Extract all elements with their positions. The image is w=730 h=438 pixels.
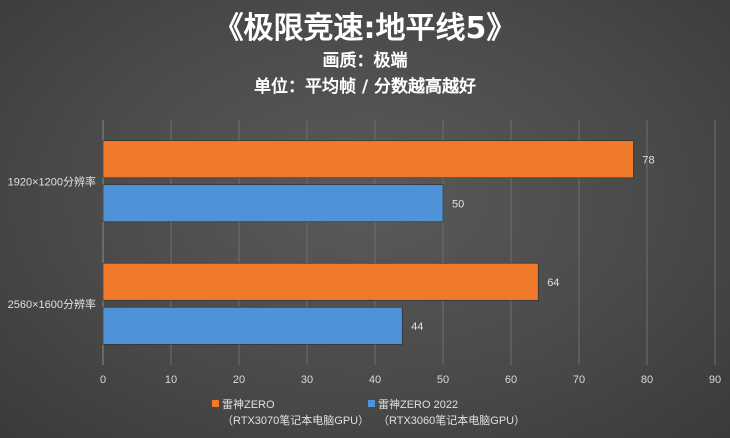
chart-title: 《极限竞速:地平线5》 xyxy=(214,11,517,46)
bar-series2 xyxy=(102,306,403,345)
x-tick-label: 60 xyxy=(505,374,517,386)
x-tick-label: 30 xyxy=(301,374,313,386)
x-tick-label: 20 xyxy=(233,374,245,386)
legend-label: 雷神ZERO xyxy=(222,397,275,411)
bars xyxy=(102,140,634,345)
x-tick-label: 50 xyxy=(437,374,449,386)
data-label: 78 xyxy=(642,154,654,166)
x-tick-label: 10 xyxy=(165,374,177,386)
data-label: 44 xyxy=(411,321,423,333)
data-label: 64 xyxy=(547,277,559,289)
bar-series2 xyxy=(102,184,444,223)
legend-swatch xyxy=(212,400,219,407)
data-label: 50 xyxy=(452,198,464,210)
bar-series1 xyxy=(102,140,634,179)
legend-swatch xyxy=(368,400,375,407)
legend-label-sub: （RTX3060笔记本电脑GPU） xyxy=(378,413,525,427)
x-tick-label: 90 xyxy=(709,374,721,386)
chart-subtitle-unit: 单位：平均帧 / 分数越高越好 xyxy=(254,76,476,97)
x-tick-label: 70 xyxy=(573,374,585,386)
x-tick-label: 40 xyxy=(369,374,381,386)
data-labels: 78 50 64 44 xyxy=(411,154,654,333)
x-tick-label: 80 xyxy=(641,374,653,386)
legend-label-sub: （RTX3070笔记本电脑GPU） xyxy=(222,413,369,427)
category-label: 2560×1600分辨率 xyxy=(8,297,96,311)
x-tick-label: 0 xyxy=(100,374,106,386)
bar-series1 xyxy=(102,262,539,301)
category-label: 1920×1200分辨率 xyxy=(8,174,96,188)
chart-subtitle-quality: 画质：极端 xyxy=(323,50,408,71)
legend-label: 雷神ZERO 2022 xyxy=(378,397,458,411)
legend: 雷神ZERO （RTX3070笔记本电脑GPU） 雷神ZERO 2022 （RTX30… xyxy=(212,397,525,427)
